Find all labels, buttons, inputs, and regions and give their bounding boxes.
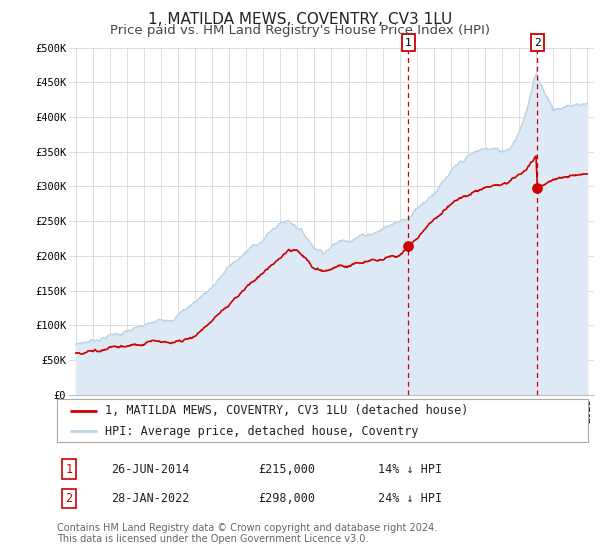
Text: 1, MATILDA MEWS, COVENTRY, CV3 1LU: 1, MATILDA MEWS, COVENTRY, CV3 1LU (148, 12, 452, 27)
Point (533, 183, 542, 192)
Text: HPI: Average price, detached house, Coventry: HPI: Average price, detached house, Cove… (105, 425, 418, 438)
Text: Contains HM Land Registry data © Crown copyright and database right 2024.: Contains HM Land Registry data © Crown c… (57, 522, 437, 533)
Text: 2: 2 (65, 492, 73, 505)
Text: 1: 1 (404, 38, 412, 48)
Text: 2: 2 (534, 38, 541, 48)
Text: 14% ↓ HPI: 14% ↓ HPI (378, 463, 442, 476)
Text: £298,000: £298,000 (258, 492, 315, 505)
Point (403, 241, 413, 250)
Text: 28-JAN-2022: 28-JAN-2022 (111, 492, 190, 505)
Text: This data is licensed under the Open Government Licence v3.0.: This data is licensed under the Open Gov… (57, 534, 368, 544)
Text: 24% ↓ HPI: 24% ↓ HPI (378, 492, 442, 505)
Text: Price paid vs. HM Land Registry's House Price Index (HPI): Price paid vs. HM Land Registry's House … (110, 24, 490, 37)
Text: 1: 1 (65, 463, 73, 476)
Text: 26-JUN-2014: 26-JUN-2014 (111, 463, 190, 476)
Text: £215,000: £215,000 (258, 463, 315, 476)
Text: 1, MATILDA MEWS, COVENTRY, CV3 1LU (detached house): 1, MATILDA MEWS, COVENTRY, CV3 1LU (deta… (105, 404, 468, 417)
